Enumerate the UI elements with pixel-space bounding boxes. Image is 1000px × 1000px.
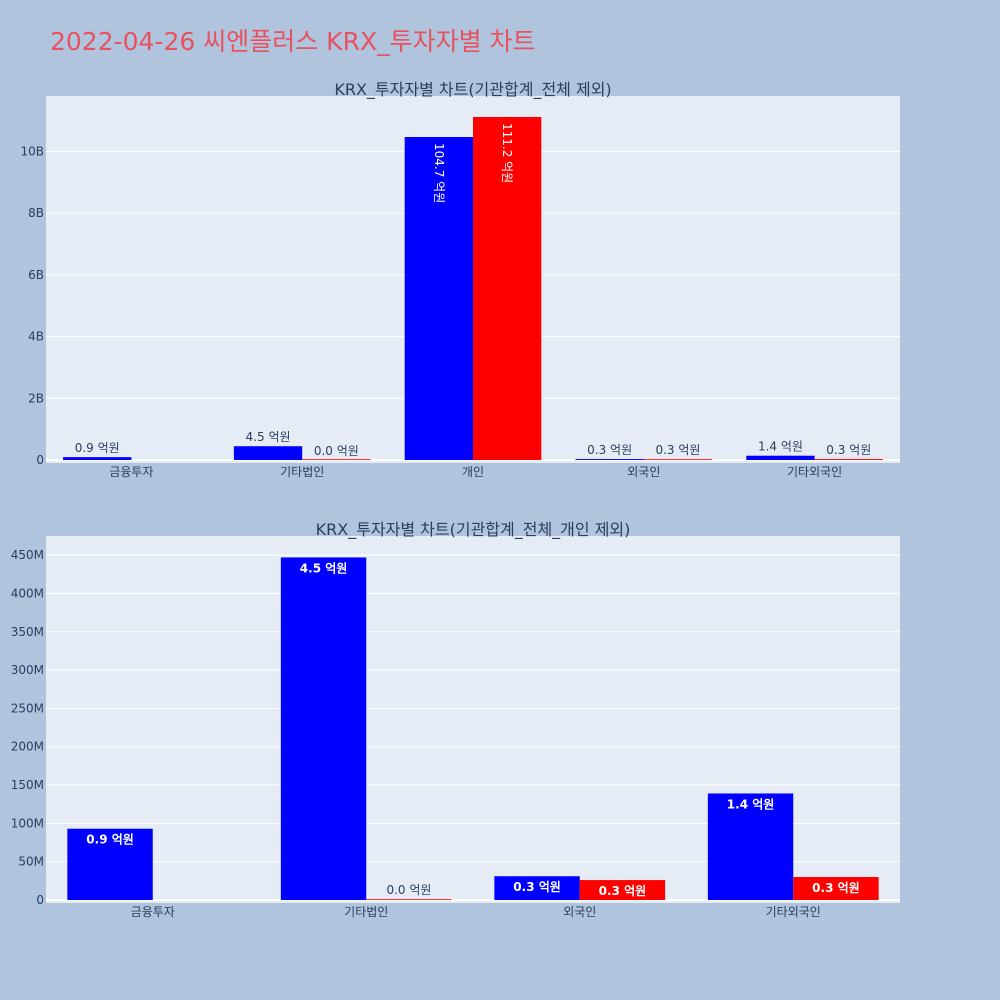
chart-2-x-tick-label: 외국인 (563, 905, 596, 919)
page-title: 2022-04-26 씨엔플러스 KRX_투자자별 차트 (50, 27, 536, 56)
chart-2-y-tick-label: 400M (11, 586, 44, 600)
chart-2-y-tick-label: 350M (11, 625, 44, 639)
chart-2-y-tick-label: 0 (36, 893, 44, 907)
chart-1-y-tick-label: 0 (36, 453, 44, 467)
chart-1-y-tick-label: 10B (20, 145, 44, 159)
chart-2-y-tick-label: 450M (11, 548, 44, 562)
chart-1-data-label: 0.9 억원 (75, 441, 120, 455)
chart-1-data-label: 0.3 억원 (655, 443, 700, 457)
chart-1-x-tick-label: 외국인 (627, 465, 660, 479)
chart-1-y-tick-label: 2B (28, 391, 44, 405)
chart-2-data-label: 0.0 억원 (386, 883, 431, 897)
chart-2-x-tick-label: 금융투자 (131, 905, 175, 919)
chart-2-y-tick-label: 300M (11, 663, 44, 677)
chart-1-x-tick-label: 기타외국인 (787, 465, 842, 479)
chart-2-x-tick-label: 기타외국인 (766, 905, 821, 919)
chart-1-bar-sell (643, 459, 713, 460)
chart-1-y-tick-label: 4B (28, 330, 44, 344)
chart-2-data-label: 0.3 억원 (812, 881, 860, 895)
chart-1-data-label: 0.3 억원 (587, 443, 632, 457)
chart-2-bar-sell (366, 899, 452, 900)
chart-1-bar-sell (302, 459, 371, 460)
chart-2-data-label: 0.9 억원 (86, 833, 134, 847)
chart-2-title: KRX_투자자별 차트(기관합계_전체_개인 제외) (316, 520, 631, 540)
chart-1-x-tick-label: 금융투자 (109, 465, 153, 479)
chart-1-bar-buy (233, 446, 303, 460)
chart-2-x-tick-label: 기타법인 (344, 905, 388, 919)
chart-2-y-tick-label: 50M (18, 855, 44, 869)
chart-1-bar-buy (63, 457, 132, 460)
chart-1-bar-buy (404, 137, 473, 461)
chart-1-data-label: 111.2 억원 (500, 123, 514, 183)
chart-1-bar-buy (746, 455, 815, 460)
chart-2-y-tick-label: 250M (11, 701, 44, 715)
chart-1-data-label: 1.4 억원 (758, 440, 803, 454)
chart-2-data-label: 0.3 억원 (513, 880, 561, 894)
chart-1-bar-sell (814, 459, 883, 460)
chart-1-x-tick-label: 기타법인 (280, 465, 324, 479)
chart-2-bar-sell (579, 880, 666, 900)
chart-1-bar-buy (575, 459, 644, 460)
chart-2-y-tick-label: 200M (11, 740, 44, 754)
chart-2-data-label: 1.4 억원 (727, 797, 775, 811)
chart-2-bar-buy (494, 876, 580, 900)
chart-1-data-label: 0.0 억원 (314, 444, 359, 458)
chart-1-data-label: 104.7 억원 (432, 143, 446, 203)
chart-2-bar-buy (707, 793, 794, 900)
chart-2-bar-buy (280, 557, 367, 900)
chart-1-y-tick-label: 8B (28, 206, 44, 220)
chart-2-bar-buy (67, 828, 153, 900)
chart-2-bar-sell (793, 877, 879, 900)
chart-1-data-label: 4.5 억원 (246, 430, 291, 444)
chart-1-y-tick-label: 6B (28, 268, 44, 282)
chart-1-data-label: 0.3 억원 (826, 443, 871, 457)
chart-1-title: KRX_투자자별 차트(기관합계_전체 제외) (334, 80, 611, 100)
chart-2-data-label: 0.3 억원 (599, 884, 647, 898)
chart-1-x-tick-label: 개인 (462, 465, 484, 479)
chart-1-bar-sell (473, 116, 542, 461)
chart-2-data-label: 4.5 억원 (300, 561, 348, 575)
chart-2-y-tick-label: 150M (11, 778, 44, 792)
chart-2-y-tick-label: 100M (11, 816, 44, 830)
